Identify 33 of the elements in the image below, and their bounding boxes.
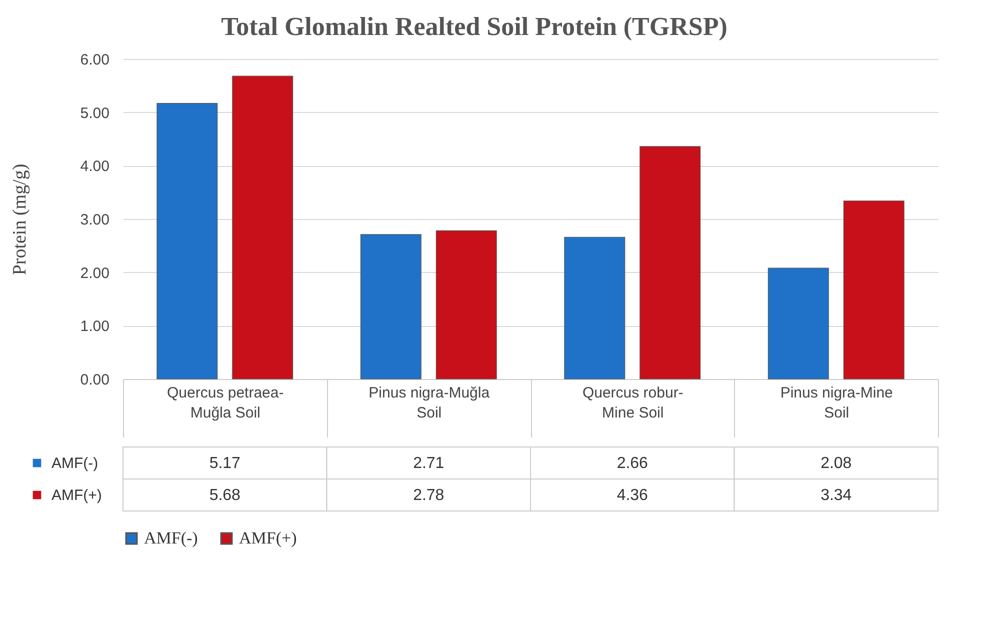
data-label: 3.34	[820, 487, 852, 504]
bar	[156, 102, 218, 380]
y-tick-label: 5.00	[80, 104, 110, 122]
x-tick-label: Quercus petraea-Muğla Soil	[167, 384, 284, 422]
legend-label: AMF(+)	[239, 528, 297, 548]
x-tick-label: Quercus robur-Mine Soil	[582, 384, 684, 422]
y-tick-label: 4.00	[80, 158, 110, 176]
y-tick-label: 0.00	[80, 372, 110, 388]
data-label: 2.08	[820, 455, 852, 472]
text: AMF(-)	[144, 528, 198, 548]
y-tick-label: 2.00	[80, 264, 110, 282]
y-axis-title: Protein (mg/g)	[10, 164, 30, 276]
data-label: 5.68	[209, 487, 241, 504]
data-label: 2.71	[413, 455, 444, 472]
bar	[640, 146, 701, 380]
bar	[564, 236, 626, 380]
legend-label: AMF(-)	[52, 455, 98, 472]
data-label: 4.36	[616, 487, 648, 504]
bar	[768, 268, 829, 380]
y-tick-label: 1.00	[80, 318, 110, 336]
x-tick-label: Pinus nigra-Muğla Soil	[368, 384, 490, 422]
y-tick-label: 6.00	[80, 52, 110, 68]
chart-title: Total Glomalin Realted Soil Protein (TGRSP)	[221, 12, 728, 41]
data-label: 2.78	[413, 487, 444, 504]
bar	[436, 230, 497, 380]
data-label: 2.66	[616, 455, 648, 472]
bar	[232, 76, 294, 380]
y-tick-label: 3.00	[80, 212, 110, 228]
data-label: 5.17	[209, 455, 241, 472]
text: AMF(+)	[52, 487, 102, 504]
x-tick-label: Pinus nigra-Mine Soil	[780, 384, 893, 422]
bar	[360, 234, 422, 380]
bar	[843, 200, 904, 380]
